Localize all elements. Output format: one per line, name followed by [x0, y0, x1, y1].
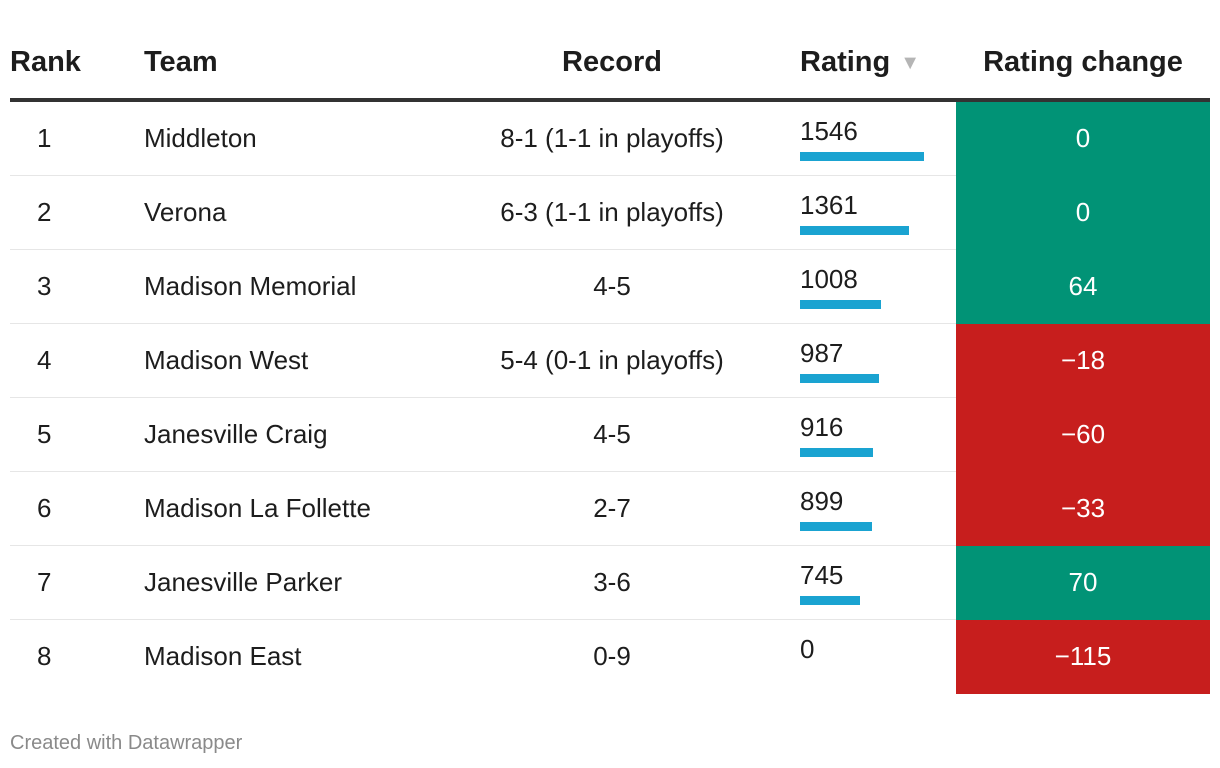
- rating-value: 745: [800, 560, 844, 590]
- team-cell: Madison West: [144, 345, 309, 375]
- rating-value: 1546: [800, 116, 858, 146]
- rating-change-cell: 64: [956, 250, 1210, 324]
- rating-cell: 1546: [800, 102, 950, 175]
- table-row: 7 Janesville Parker 3-6 745 70: [10, 546, 1210, 620]
- rating-change-cell: −60: [956, 398, 1210, 472]
- rating-change-cell: 0: [956, 176, 1210, 250]
- record-cell: 4-5: [593, 419, 631, 449]
- table-row: 6 Madison La Follette 2-7 899 −33: [10, 472, 1210, 546]
- sort-descending-icon[interactable]: ▼: [900, 52, 921, 74]
- column-header-rank[interactable]: Rank: [10, 46, 81, 78]
- table-body: 1 Middleton 8-1 (1-1 in playoffs) 1546 0 2 Ver…: [10, 102, 1210, 694]
- rank-cell: 5: [37, 419, 52, 449]
- rating-cell: 1361: [800, 176, 950, 249]
- record-cell: 2-7: [593, 493, 631, 523]
- table-header: Rank Team Record Rating ▼ Rating change: [10, 28, 1210, 102]
- rating-value: 1008: [800, 264, 858, 294]
- team-cell: Janesville Craig: [144, 419, 328, 449]
- rank-cell: 6: [37, 493, 52, 523]
- rating-value: 1361: [800, 190, 858, 220]
- rating-cell: 899: [800, 472, 950, 545]
- rank-cell: 8: [37, 641, 52, 671]
- record-cell: 8-1 (1-1 in playoffs): [500, 123, 724, 153]
- rating-change-cell: 0: [956, 102, 1210, 176]
- record-cell: 0-9: [593, 641, 631, 671]
- rating-value: 899: [800, 486, 844, 516]
- record-cell: 6-3 (1-1 in playoffs): [500, 197, 724, 227]
- rating-change-cell: 70: [956, 546, 1210, 620]
- rating-bar: [800, 300, 881, 309]
- rating-value: 987: [800, 338, 844, 368]
- ratings-table: Rank Team Record Rating ▼ Rating change 1…: [10, 28, 1210, 694]
- column-header-rating-change[interactable]: Rating change: [983, 46, 1183, 78]
- rank-cell: 2: [37, 197, 52, 227]
- table-row: 1 Middleton 8-1 (1-1 in playoffs) 1546 0: [10, 102, 1210, 176]
- team-cell: Middleton: [144, 123, 257, 153]
- table-row: 8 Madison East 0-9 0 −115: [10, 620, 1210, 694]
- rating-bar: [800, 152, 924, 161]
- table-row: 4 Madison West 5-4 (0-1 in playoffs) 987 −18: [10, 324, 1210, 398]
- rating-bar: [800, 596, 860, 605]
- column-header-rating[interactable]: Rating ▼: [800, 46, 920, 79]
- rating-change-cell: −18: [956, 324, 1210, 398]
- team-cell: Verona: [144, 197, 227, 227]
- table-row: 2 Verona 6-3 (1-1 in playoffs) 1361 0: [10, 176, 1210, 250]
- rating-value: 916: [800, 412, 844, 442]
- rating-value: 0: [800, 634, 815, 664]
- column-header-record[interactable]: Record: [562, 46, 662, 78]
- rating-bar: [800, 374, 879, 383]
- team-cell: Madison La Follette: [144, 493, 371, 523]
- column-header-rating-label: Rating: [800, 46, 891, 78]
- rating-cell: 1008: [800, 250, 950, 323]
- rank-cell: 7: [37, 567, 52, 597]
- rating-cell: 0: [800, 620, 950, 693]
- rating-bar: [800, 522, 872, 531]
- team-cell: Janesville Parker: [144, 567, 342, 597]
- rating-bar: [800, 226, 909, 235]
- column-header-team[interactable]: Team: [144, 46, 218, 78]
- rating-change-cell: −33: [956, 472, 1210, 546]
- rating-cell: 916: [800, 398, 950, 471]
- team-cell: Madison Memorial: [144, 271, 357, 301]
- rank-cell: 1: [37, 123, 52, 153]
- rank-cell: 3: [37, 271, 52, 301]
- rating-cell: 745: [800, 546, 950, 619]
- table-row: 3 Madison Memorial 4-5 1008 64: [10, 250, 1210, 324]
- rank-cell: 4: [37, 345, 52, 375]
- record-cell: 5-4 (0-1 in playoffs): [500, 345, 724, 375]
- datawrapper-credit[interactable]: Created with Datawrapper: [10, 732, 243, 754]
- rating-bar: [800, 448, 873, 457]
- table-row: 5 Janesville Craig 4-5 916 −60: [10, 398, 1210, 472]
- record-cell: 3-6: [593, 567, 631, 597]
- rating-cell: 987: [800, 324, 950, 397]
- rating-change-cell: −115: [956, 620, 1210, 694]
- team-cell: Madison East: [144, 641, 302, 671]
- record-cell: 4-5: [593, 271, 631, 301]
